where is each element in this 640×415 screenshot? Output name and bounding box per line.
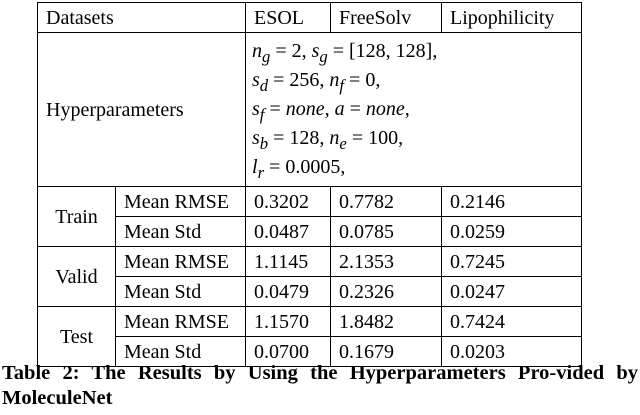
hyperparameter-line: sf = none, a = none,	[252, 98, 410, 124]
table-row: Valid Mean RMSE 1.1145 2.1353 0.7245	[37, 246, 582, 307]
table-row: Test Mean RMSE 1.1570 1.8482 0.7424	[37, 306, 582, 367]
value-cell: 0.0479	[245, 276, 331, 307]
value-cell: 0.7245	[441, 246, 582, 277]
header-freesolv: FreeSolv	[330, 2, 442, 33]
results-table: Datasets ESOL FreeSolv Lipophilicity Hyp…	[37, 2, 582, 367]
table-row: Mean Std 0.0700 0.1679 0.0203	[38, 336, 582, 367]
split-label: Test	[37, 306, 116, 367]
metric-label: Mean Std	[115, 216, 246, 247]
value-cell: 0.0259	[441, 216, 582, 247]
metric-label: Mean RMSE	[115, 246, 246, 277]
split-label: Train	[37, 186, 116, 247]
table-row: Mean Std 0.0487 0.0785 0.0259	[38, 216, 582, 247]
value-cell: 0.0785	[330, 216, 442, 247]
value-cell: 0.0247	[441, 276, 582, 307]
table-caption: Table 2: The Results by Using the Hyperp…	[2, 362, 638, 409]
table-row: Mean Std 0.0479 0.2326 0.0247	[38, 276, 582, 307]
header-datasets: Datasets	[37, 2, 246, 33]
hyperparameter-line: sb = 128, ne = 100,	[252, 127, 404, 153]
value-cell: 0.3202	[245, 186, 331, 217]
header-esol: ESOL	[245, 2, 331, 33]
value-cell: 0.2146	[441, 186, 582, 217]
hyperparameters-values: ng = 2, sg = [128, 128], sd = 256, nf = …	[245, 32, 582, 187]
value-cell: 0.0487	[245, 216, 331, 247]
value-cell: 1.1145	[245, 246, 331, 277]
metric-label: Mean Std	[115, 336, 246, 367]
metric-label: Mean RMSE	[115, 186, 246, 217]
hyperparameter-line: sd = 256, nf = 0,	[252, 69, 381, 95]
value-cell: 0.7424	[441, 306, 582, 337]
value-cell: 1.8482	[330, 306, 442, 337]
metric-label: Mean RMSE	[115, 306, 246, 337]
metric-label: Mean Std	[115, 276, 246, 307]
table-row: Train Mean RMSE 0.3202 0.7782 0.2146	[37, 186, 582, 247]
hyperparameters-label: Hyperparameters	[37, 32, 246, 187]
split-label: Valid	[37, 246, 116, 307]
hyperparameters-row: Hyperparameters ng = 2, sg = [128, 128],…	[37, 32, 582, 187]
value-cell: 0.0203	[441, 336, 582, 367]
value-cell: 1.1570	[245, 306, 331, 337]
hyperparameter-line: ng = 2, sg = [128, 128],	[252, 40, 438, 66]
hyperparameter-line: lr = 0.0005,	[252, 156, 346, 182]
value-cell: 0.7782	[330, 186, 442, 217]
value-cell: 0.2326	[330, 276, 442, 307]
value-cell: 0.0700	[245, 336, 331, 367]
value-cell: 2.1353	[330, 246, 442, 277]
header-lipophilicity: Lipophilicity	[441, 2, 582, 33]
header-row: Datasets ESOL FreeSolv Lipophilicity	[37, 2, 582, 33]
